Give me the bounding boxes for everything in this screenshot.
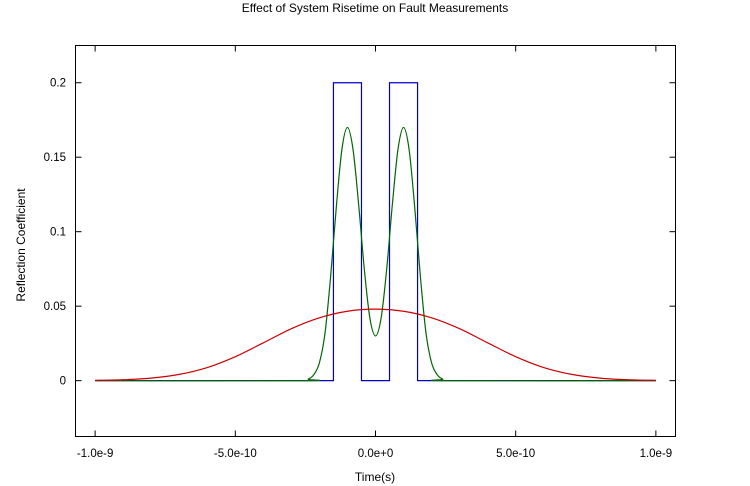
x-tick-label: -5.0e-10 — [214, 448, 257, 460]
x-tick-label: 5.0e-10 — [496, 448, 535, 460]
x-tick-label: 0.0e+0 — [358, 448, 394, 460]
chart-title: Effect of System Risetime on Fault Measu… — [242, 1, 509, 15]
y-tick-label: 0 — [60, 376, 66, 388]
y-tick-label: 0.1 — [50, 227, 66, 239]
y-tick-label: 0.15 — [44, 152, 66, 164]
y-tick-label: 0.05 — [44, 301, 66, 313]
series-line-red — [95, 308, 656, 381]
y-tick-label: 0.2 — [50, 78, 66, 90]
series-line-green — [95, 126, 656, 382]
x-tick-label: 1.0e-9 — [640, 448, 673, 460]
x-tick-label: -1.0e-9 — [77, 448, 113, 460]
x-axis-title: Time(s) — [355, 470, 395, 484]
y-axis-title: Reflection Coefficient — [14, 188, 28, 302]
series-line-blue — [95, 82, 656, 382]
plot-area-frame — [75, 45, 676, 437]
